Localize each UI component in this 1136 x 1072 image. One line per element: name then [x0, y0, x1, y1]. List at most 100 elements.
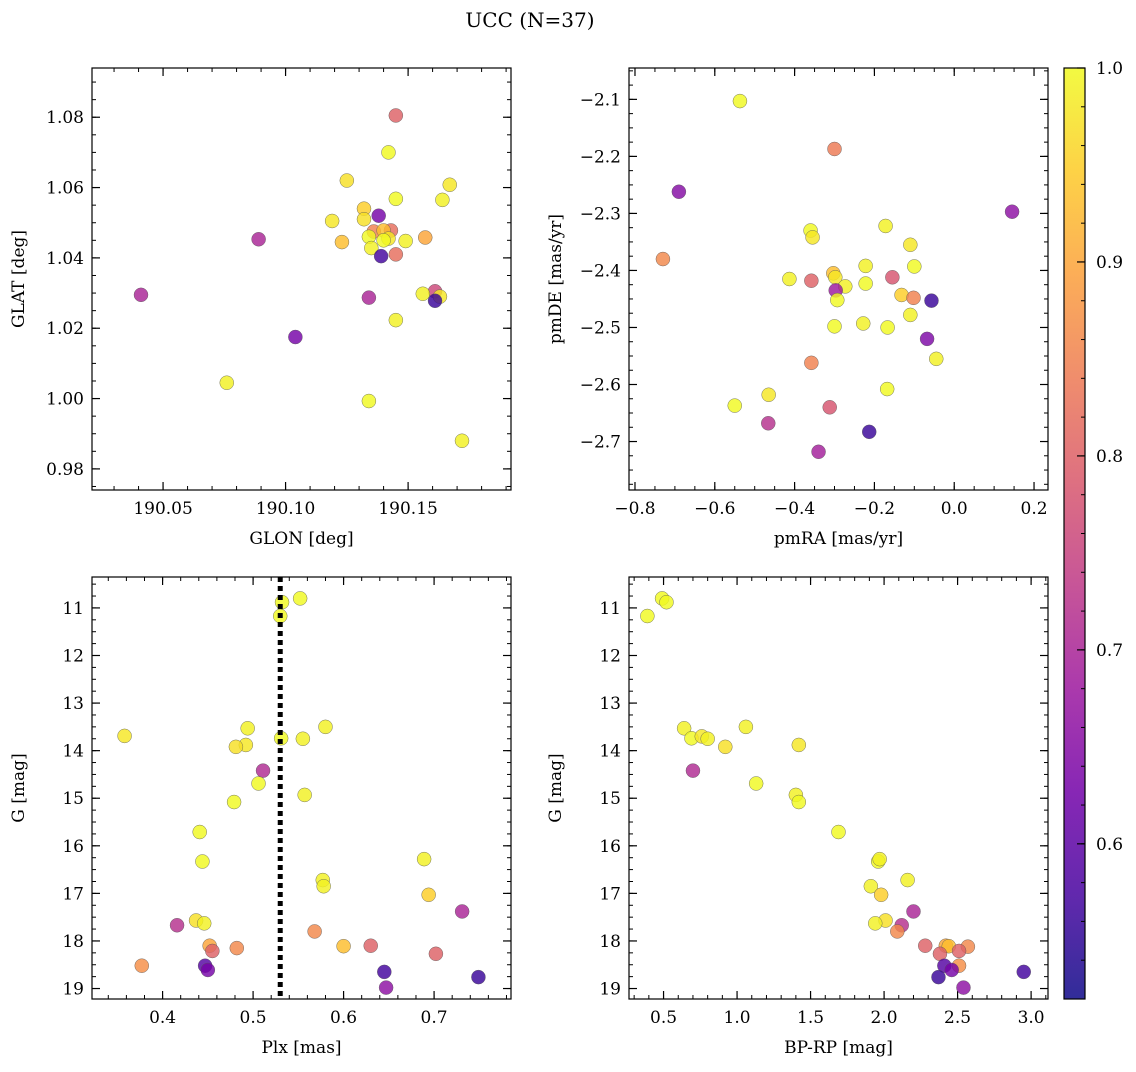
data-point — [811, 444, 826, 459]
x-tick-label: 2.0 — [871, 1008, 898, 1028]
data-point — [295, 731, 311, 746]
data-point — [376, 233, 391, 248]
data-point — [858, 276, 873, 291]
x-tick-label: 0.5 — [240, 1008, 267, 1028]
data-point — [906, 904, 921, 919]
data-point — [226, 794, 242, 810]
y-tick-label: 18 — [599, 932, 621, 952]
data-point — [316, 879, 331, 894]
data-point — [900, 872, 915, 888]
data-point — [388, 191, 404, 207]
y-tick-label: −2.7 — [580, 433, 621, 453]
data-point — [885, 270, 900, 285]
data-point — [804, 273, 819, 288]
data-point — [924, 293, 939, 308]
data-point — [718, 739, 733, 755]
data-point — [827, 319, 842, 334]
x-tick-label: 0.7 — [421, 1008, 448, 1028]
y-tick-label: 14 — [62, 742, 84, 762]
data-point — [890, 924, 905, 939]
data-points — [117, 577, 486, 999]
data-point — [378, 980, 394, 995]
data-point — [133, 287, 149, 303]
colorbar-tick-label: 0.7 — [1096, 641, 1123, 661]
data-point — [117, 728, 132, 744]
y-tick-label: 14 — [599, 742, 621, 762]
data-point — [418, 230, 433, 245]
data-point — [219, 375, 234, 390]
data-point — [388, 247, 404, 262]
data-point — [381, 145, 396, 160]
data-point — [862, 424, 877, 440]
data-point — [880, 320, 895, 335]
y-tick-label: 17 — [599, 884, 621, 904]
plot-frame — [91, 576, 512, 1000]
data-point — [363, 938, 378, 953]
x-tick-label: −0.8 — [614, 499, 655, 519]
data-point — [1004, 204, 1020, 219]
data-point — [339, 173, 355, 188]
x-axis-label: BP-RP [mag] — [784, 1038, 893, 1058]
colorbar-tick-label: 0.6 — [1096, 835, 1123, 855]
data-point — [858, 258, 873, 274]
data-point — [356, 212, 372, 227]
data-point — [856, 316, 871, 331]
data-point — [435, 192, 450, 208]
data-point — [863, 879, 879, 894]
data-point — [169, 918, 185, 933]
data-point — [318, 719, 333, 735]
y-tick-label: 11 — [599, 599, 621, 619]
data-point — [761, 387, 776, 402]
y-tick-label: −2.1 — [580, 90, 621, 110]
data-point — [195, 854, 210, 869]
y-tick-label: 1.04 — [46, 249, 84, 269]
data-points — [655, 93, 1020, 459]
data-point — [903, 237, 918, 252]
y-tick-label: 18 — [62, 932, 84, 952]
y-tick-label: 13 — [599, 694, 621, 714]
colorbar-tick-label: 0.8 — [1096, 447, 1123, 467]
data-point — [761, 416, 776, 431]
x-tick-label: 3.0 — [1018, 1008, 1045, 1028]
y-tick-label: −2.3 — [580, 204, 621, 224]
y-tick-label: 12 — [599, 647, 621, 667]
data-point — [894, 287, 909, 303]
panel-pmra-pmde: −0.8 −0.6 −0.4 −0.2 0.0 0.2 −2.7 −2.6 −2.5 −2.4 −2… — [546, 67, 1049, 549]
x-tick-label: 190.15 — [378, 499, 437, 519]
data-point — [956, 980, 971, 995]
data-point — [292, 591, 308, 606]
colorbar-tick-label: 1.0 — [1096, 59, 1123, 79]
x-tick-label: 2.5 — [944, 1008, 971, 1028]
data-point — [931, 969, 946, 985]
y-tick-label: 19 — [599, 980, 621, 1000]
data-point — [192, 824, 207, 840]
x-tick-label: −0.2 — [854, 499, 895, 519]
data-point — [421, 887, 436, 903]
y-tick-label: 1.08 — [46, 108, 84, 128]
data-point — [822, 400, 837, 415]
data-point — [659, 595, 674, 610]
data-point — [685, 763, 701, 778]
data-point — [240, 721, 255, 736]
data-point — [336, 938, 351, 954]
x-axis-label: pmRA [mas/yr] — [774, 529, 903, 549]
data-point — [732, 93, 748, 109]
x-tick-label: 1.5 — [797, 1008, 824, 1028]
y-tick-label: −2.4 — [580, 261, 621, 281]
y-tick-label: −2.5 — [580, 318, 621, 338]
data-point — [748, 776, 764, 791]
data-point — [676, 721, 692, 736]
data-point — [416, 851, 432, 867]
x-tick-label: 190.10 — [256, 499, 315, 519]
figure-title: UCC (N=37) — [465, 8, 594, 32]
x-axis-label: GLON [deg] — [249, 529, 353, 549]
x-tick-label: 0.5 — [650, 1008, 677, 1028]
y-tick-label: −2.6 — [580, 376, 621, 396]
y-axis-label: GLAT [deg] — [9, 230, 29, 328]
y-tick-label: 13 — [62, 694, 84, 714]
data-point — [868, 916, 883, 931]
y-tick-label: 15 — [62, 789, 84, 809]
y-tick-label: 16 — [62, 837, 84, 857]
data-point — [251, 776, 266, 791]
panel-glon-glat: 190.05 190.10 190.15 0.98 1.00 1.02 1.04 1.06 1.… — [9, 67, 512, 549]
